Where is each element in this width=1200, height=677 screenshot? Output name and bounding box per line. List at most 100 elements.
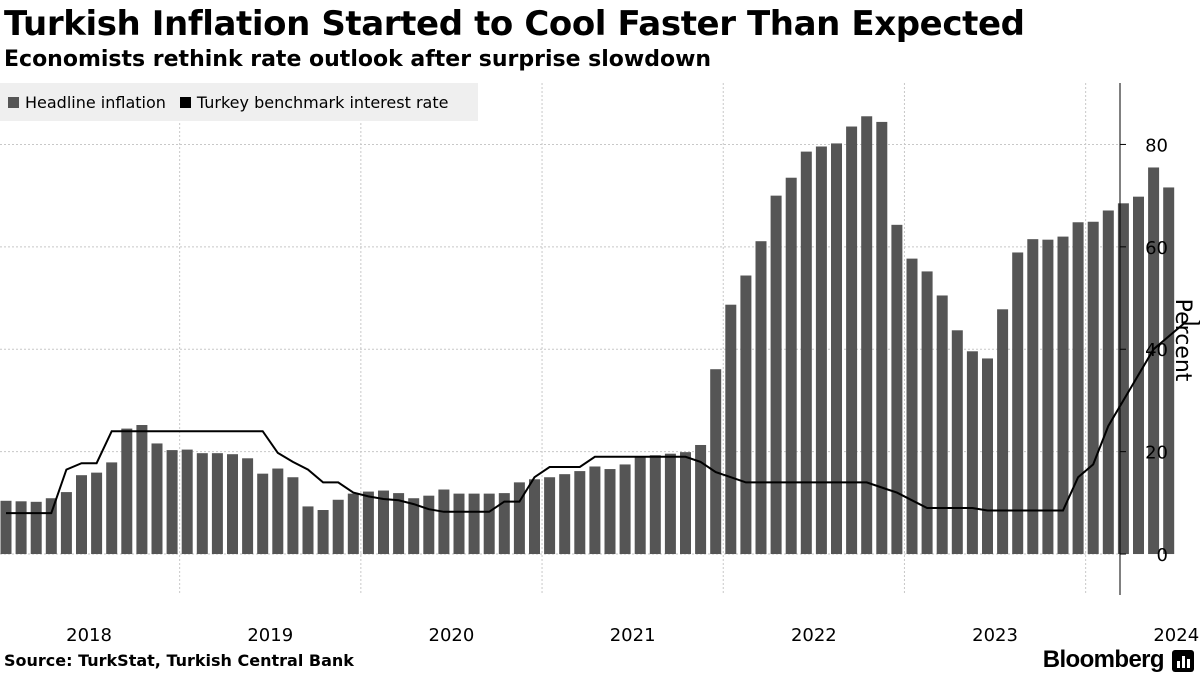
bar [876,121,888,555]
bar [921,271,933,555]
bar [604,469,616,555]
chart-subtitle: Economists rethink rate outlook after su… [4,47,712,72]
bar [1042,239,1054,555]
chart-title: Turkish Inflation Started to Cool Faster… [4,4,1025,44]
legend-swatch-line [179,96,191,108]
bar [936,295,948,555]
bar [710,369,722,555]
bar [1057,236,1069,555]
bar [680,452,691,555]
bar [468,493,480,555]
bar [393,493,405,555]
bar [91,472,103,555]
bar [423,495,435,555]
bar [1087,221,1099,555]
bar [242,458,254,555]
bar [453,493,465,555]
bar [1027,239,1039,555]
x-tick-label: 2020 [429,625,475,646]
bloomberg-chart-icon [1172,650,1194,672]
bar [529,479,540,555]
rate-line [6,319,1200,515]
bar [302,506,314,555]
x-tick-label: 2023 [972,625,1018,646]
bar [785,177,797,555]
bar [906,258,918,555]
bar [378,490,389,555]
bar [966,351,978,555]
bar [60,492,72,555]
bar [0,500,12,555]
bar [951,330,963,555]
bar [800,151,812,555]
bar [106,462,118,555]
bar [151,443,163,555]
bar [272,468,284,555]
y-tick-label: 60 [1145,238,1168,259]
y-tick-label: 80 [1145,135,1168,156]
y-tick-label: 40 [1145,340,1168,361]
bar [287,477,299,555]
line-series-benchmark-rate [6,319,1200,515]
bar [1163,187,1175,555]
legend-swatch-bar [8,96,19,108]
bar [15,501,27,555]
y-tick-label: 0 [1157,545,1168,566]
bar [544,477,556,555]
legend-label: Headline inflation [25,92,166,112]
bar [649,455,661,555]
bar [770,195,782,555]
x-tick-label: 2024 [1153,625,1199,646]
bar [891,224,903,555]
legend-item-interest-rate: Turkey benchmark interest rate [179,92,449,112]
bar [227,454,238,555]
bar [498,493,510,555]
legend: Headline inflation Turkey benchmark inte… [0,83,478,121]
bar [45,498,57,555]
bar [196,453,208,555]
source-note: Source: TurkStat, Turkish Central Bank [4,651,354,670]
bar [1012,252,1024,555]
bar [997,309,1009,555]
bar [513,482,525,555]
bar [76,475,87,555]
bar [664,453,676,555]
bar [1148,167,1160,555]
bar [438,489,450,555]
bar [362,491,374,555]
bar [815,146,827,555]
bar [982,358,993,555]
bar [181,449,193,555]
x-tick-label: 2019 [247,625,293,646]
bar [1072,222,1084,555]
bar [861,116,873,555]
bar [347,493,359,555]
legend-label: Turkey benchmark interest rate [196,92,449,112]
bar [257,473,269,555]
bar [1102,210,1114,555]
bar [30,501,42,555]
bar [136,425,148,555]
bar [332,499,344,555]
legend-item-headline-inflation: Headline inflation [8,93,166,112]
axes: 0 20 40 60 80 2018 2019 2020 2021 2022 2023 2024 Per… [66,83,1199,646]
bar [619,464,631,555]
y-tick-label: 20 [1145,443,1168,464]
x-tick-label: 2022 [791,625,837,646]
y-axis-title: Percent [1170,299,1195,382]
bar [574,471,586,555]
bar-series-headline-inflation [0,116,1175,555]
bar [755,241,767,555]
bar [740,275,752,555]
bar [695,444,707,555]
bar [589,466,601,555]
bar [846,126,858,555]
bar [211,453,223,555]
bar [166,450,178,555]
brand-logo: Bloomberg [1042,646,1165,673]
bar [1117,203,1129,555]
bar [317,510,329,555]
x-tick-label: 2018 [66,625,112,646]
x-tick-label: 2021 [610,625,656,646]
